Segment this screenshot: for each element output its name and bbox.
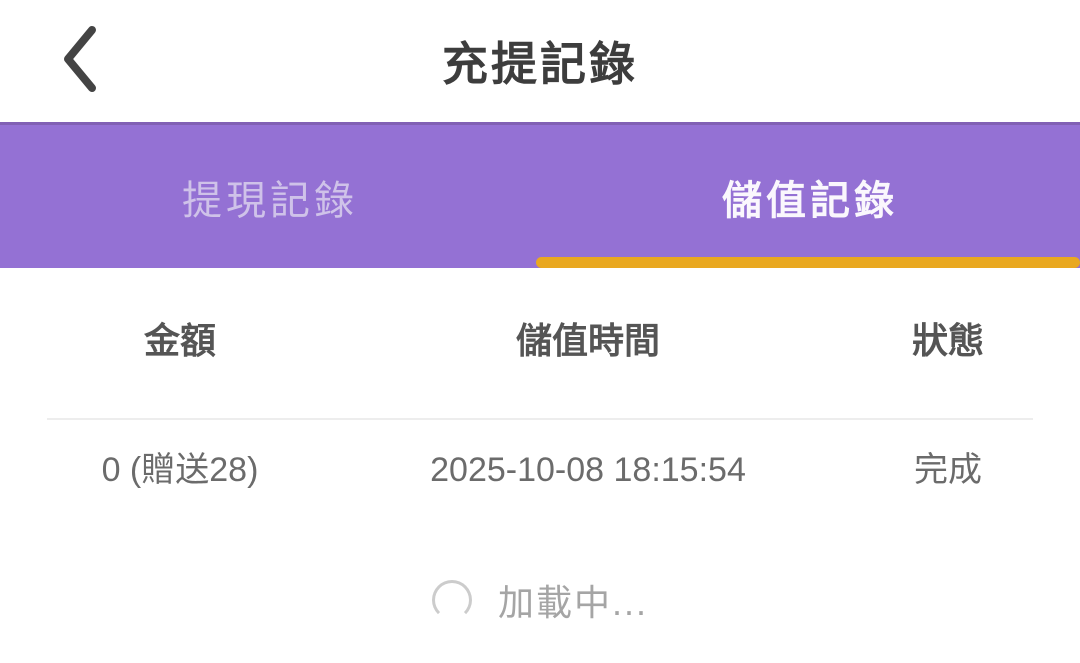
record-type-tabbar: 提現記錄 儲值記錄 — [0, 122, 1080, 268]
page-title: 充提記錄 — [442, 38, 638, 90]
row-status-value: 完成 — [914, 451, 982, 489]
back-button[interactable] — [56, 22, 102, 96]
tab-withdrawal-records[interactable]: 提現記錄 — [0, 125, 540, 268]
table-header-row: 金額 儲值時間 狀態 — [0, 320, 1080, 362]
row-amount-value: 0 (贈送28) — [101, 451, 259, 489]
top-header: 充提記錄 — [0, 0, 1080, 122]
column-header-time: 儲值時間 — [515, 320, 660, 361]
column-header-amount: 金額 — [143, 320, 216, 361]
tab-withdrawal-label: 提現記錄 — [182, 178, 358, 223]
column-header-status: 狀態 — [911, 320, 984, 361]
loading-label: 加載中... — [497, 582, 648, 623]
loading-indicator: 加載中... — [0, 574, 1080, 626]
tab-deposit-records[interactable]: 儲值記錄 — [540, 125, 1080, 268]
active-tab-underline — [536, 257, 1080, 268]
row-time-value: 2025-10-08 18:15:54 — [430, 451, 746, 489]
header-divider — [47, 418, 1033, 420]
chevron-left-icon — [59, 24, 99, 94]
table-row: 0 (贈送28) 2025-10-08 18:15:54 完成 — [0, 450, 1080, 490]
tab-deposit-label: 儲值記錄 — [722, 178, 898, 223]
spinner-icon — [431, 580, 472, 620]
